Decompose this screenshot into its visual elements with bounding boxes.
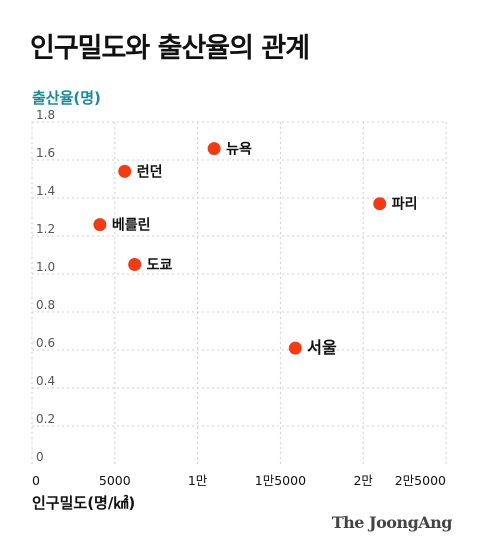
y-tick-label: 1.4: [36, 184, 55, 198]
data-point-label: 뉴욕: [226, 142, 252, 158]
data-point-marker: [288, 341, 302, 355]
y-tick-label: 0.6: [36, 336, 55, 350]
y-tick-label: 1.6: [36, 146, 55, 160]
y-axis-label: 출산율(명): [32, 89, 101, 107]
data-point-marker: [373, 197, 387, 211]
y-tick-label: 1.0: [36, 260, 55, 274]
y-tick-label: 0.4: [36, 374, 55, 388]
y-tick-label: 0.2: [36, 412, 55, 426]
data-point-label: 파리: [392, 197, 418, 213]
data-point-label: 런던: [137, 163, 163, 180]
x-tick-label: 1만: [188, 473, 208, 488]
data-point-marker: [93, 218, 107, 232]
y-tick-label: 0.8: [36, 298, 55, 312]
source-credit: The JoongAng: [331, 513, 453, 532]
y-tick-labels: 1.8 1.6 1.4 1.2 1.0 0.8 0.6 0.4 0.2 0: [36, 108, 55, 464]
y-tick-label: 0: [36, 450, 44, 464]
data-point-marker: [128, 258, 142, 271]
data-point-label: 베를린: [112, 217, 151, 234]
data-point-label: 도쿄: [147, 258, 173, 274]
grid-lines: [31, 121, 447, 464]
x-axis-label: 인구밀도(명/㎢): [32, 494, 136, 512]
x-tick-label: 1만5000: [255, 473, 306, 488]
data-point-marker: [118, 164, 132, 178]
data-point-label: 서울: [307, 338, 337, 357]
x-tick-label: 5000: [99, 473, 131, 488]
y-tick-label: 1.2: [36, 222, 55, 236]
y-tick-label: 1.8: [36, 108, 55, 122]
x-tick-label: 2만: [353, 473, 373, 488]
x-tick-labels: 0 5000 1만 1만5000 2만 2만5000: [32, 473, 446, 488]
data-point-marker: [207, 142, 221, 156]
x-tick-label: 2만5000: [395, 473, 446, 488]
x-tick-label: 0: [32, 473, 40, 488]
chart-title: 인구밀도와 출산율의 관계: [30, 33, 310, 64]
